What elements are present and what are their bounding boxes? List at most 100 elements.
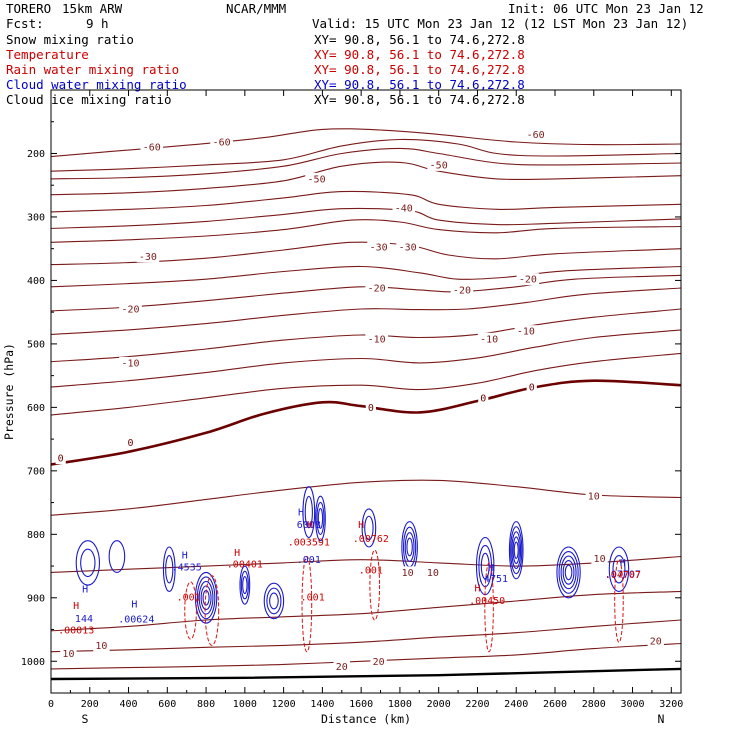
contour-label-bg — [396, 240, 419, 253]
cloud-water-contour — [564, 564, 573, 581]
north-endpoint-label: N — [658, 712, 665, 726]
contour-label-layer: -60 -60 -60 -50 -50 -40 -30 -30 -30 -20 -20 -20 -20 -… — [55, 128, 664, 673]
contour-label-bg — [60, 647, 77, 660]
y-tick-label: 300 — [27, 212, 45, 223]
ground-layer — [50, 667, 682, 681]
field-xy-rain: XY= 90.8, 56.1 to 74.6,272.8 — [314, 62, 525, 77]
max-annotation: .001 — [297, 555, 321, 566]
contour-label-bg — [524, 128, 547, 141]
cloud-water-contour — [608, 546, 630, 592]
isotherm-line — [51, 138, 681, 172]
max-annotation: 6008 — [297, 520, 321, 531]
contour-label-bg — [450, 283, 474, 296]
cloud-water-contour — [510, 526, 523, 575]
contour-label-bg — [367, 240, 390, 253]
contour-label: -20 — [121, 304, 139, 315]
cloud-water-contour — [556, 546, 581, 599]
contour-label: 10 — [95, 641, 107, 652]
max-annotation: 144 — [75, 614, 93, 625]
cloud-water-contour — [266, 587, 282, 615]
y-tick-label: 400 — [27, 276, 45, 287]
y-tick-label: 800 — [27, 530, 45, 541]
isotherm-line — [51, 287, 681, 335]
rain-water-layer — [184, 549, 624, 653]
cloud-water-contour — [361, 508, 377, 548]
max-annotation: .00013 — [58, 625, 94, 636]
cloud-water-contour — [406, 537, 413, 557]
x-tick-label: 400 — [120, 699, 138, 710]
x-tick-label: 2800 — [582, 699, 606, 710]
contour-label: -30 — [399, 242, 417, 253]
isotherm-line — [51, 479, 681, 516]
contour-label: 20 — [373, 657, 385, 668]
contour-label-bg — [119, 356, 142, 369]
contour-label: 10 — [402, 568, 414, 579]
header-fcst-label: Fcst: — [6, 16, 44, 31]
cloud-water-contour — [80, 548, 96, 578]
contour-label-bg — [333, 660, 350, 673]
contour-label-bg — [427, 158, 450, 171]
x-tick-label: 3200 — [659, 699, 683, 710]
cloud-water-contour — [242, 576, 248, 595]
cloud-water-contour — [317, 508, 324, 529]
contour-label-bg — [478, 391, 489, 404]
isotherm-line — [51, 352, 681, 416]
isotherm-line — [51, 265, 681, 288]
contour-label: -50 — [308, 174, 326, 185]
field-xy-cloud-ice: XY= 90.8, 56.1 to 74.6,272.8 — [314, 92, 525, 107]
contour-label: -30 — [139, 252, 157, 263]
y-tick-label: 600 — [27, 403, 45, 414]
south-endpoint-label: S — [82, 712, 89, 726]
freezing-level-line — [51, 379, 681, 466]
max-annotation: .04707 — [605, 570, 641, 581]
ground-surface-line — [50, 667, 682, 681]
y-tick-label: 700 — [27, 466, 45, 477]
max-annotation: .00762 — [353, 534, 389, 545]
contour-label: 0 — [58, 454, 64, 465]
cloud-water-contour — [315, 495, 326, 542]
cloud-water-contour — [194, 571, 218, 624]
contour-label-bg — [516, 273, 540, 286]
contour-label-bg — [125, 436, 136, 449]
contour-label-bg — [647, 634, 664, 647]
max-annotation: H — [82, 584, 88, 595]
x-axis-label: Distance (km) — [321, 712, 411, 726]
max-annotation: H — [234, 548, 240, 559]
max-annotation: .00401 — [227, 559, 263, 570]
contour-label: 20 — [650, 636, 662, 647]
contour-label-bg — [514, 325, 538, 338]
cloud-water-contour — [269, 592, 279, 610]
field-name-cloud-ice: Cloud ice mixing ratio — [6, 92, 172, 107]
contour-label: -60 — [527, 130, 545, 141]
header-init: Init: 06 UTC Mon 23 Jan 12 — [508, 1, 704, 16]
x-tick-label: 2400 — [504, 699, 528, 710]
max-annotation: H — [620, 558, 626, 569]
cloud-water-contour — [75, 540, 101, 586]
field-xy-snow: XY= 90.8, 56.1 to 74.6,272.8 — [314, 32, 525, 47]
contour-label-bg — [591, 552, 608, 565]
cloud-water-contour — [558, 550, 579, 594]
rain-water-contour — [369, 549, 381, 621]
contour-label-bg — [477, 332, 501, 345]
y-tick-label: 200 — [27, 149, 45, 160]
rain-water-contour — [204, 575, 220, 646]
field-name-rain: Rain water mixing ratio — [6, 62, 180, 77]
annotation-layer: H.00013H144H.00624H.4535.001H.00401H6008… — [58, 507, 641, 636]
x-tick-label: 200 — [81, 699, 99, 710]
contour-label: 0 — [480, 393, 486, 404]
cloud-water-contour — [512, 536, 520, 564]
contour-label-bg — [399, 566, 416, 579]
contour-label-bg — [93, 639, 110, 652]
contour-label: -10 — [121, 358, 139, 369]
contour-label: -40 — [395, 204, 413, 215]
contour-label-bg — [119, 302, 142, 315]
contour-label-bg — [365, 282, 388, 295]
x-tick-label: 3000 — [620, 699, 644, 710]
max-annotation: .4751 — [478, 574, 508, 585]
contour-label: -30 — [370, 242, 388, 253]
cloud-water-contour — [200, 585, 212, 611]
max-annotation: H — [298, 507, 304, 518]
contour-label-bg — [140, 141, 164, 154]
cloud-water-contour — [508, 521, 524, 580]
cloud-water-contour — [401, 521, 418, 573]
